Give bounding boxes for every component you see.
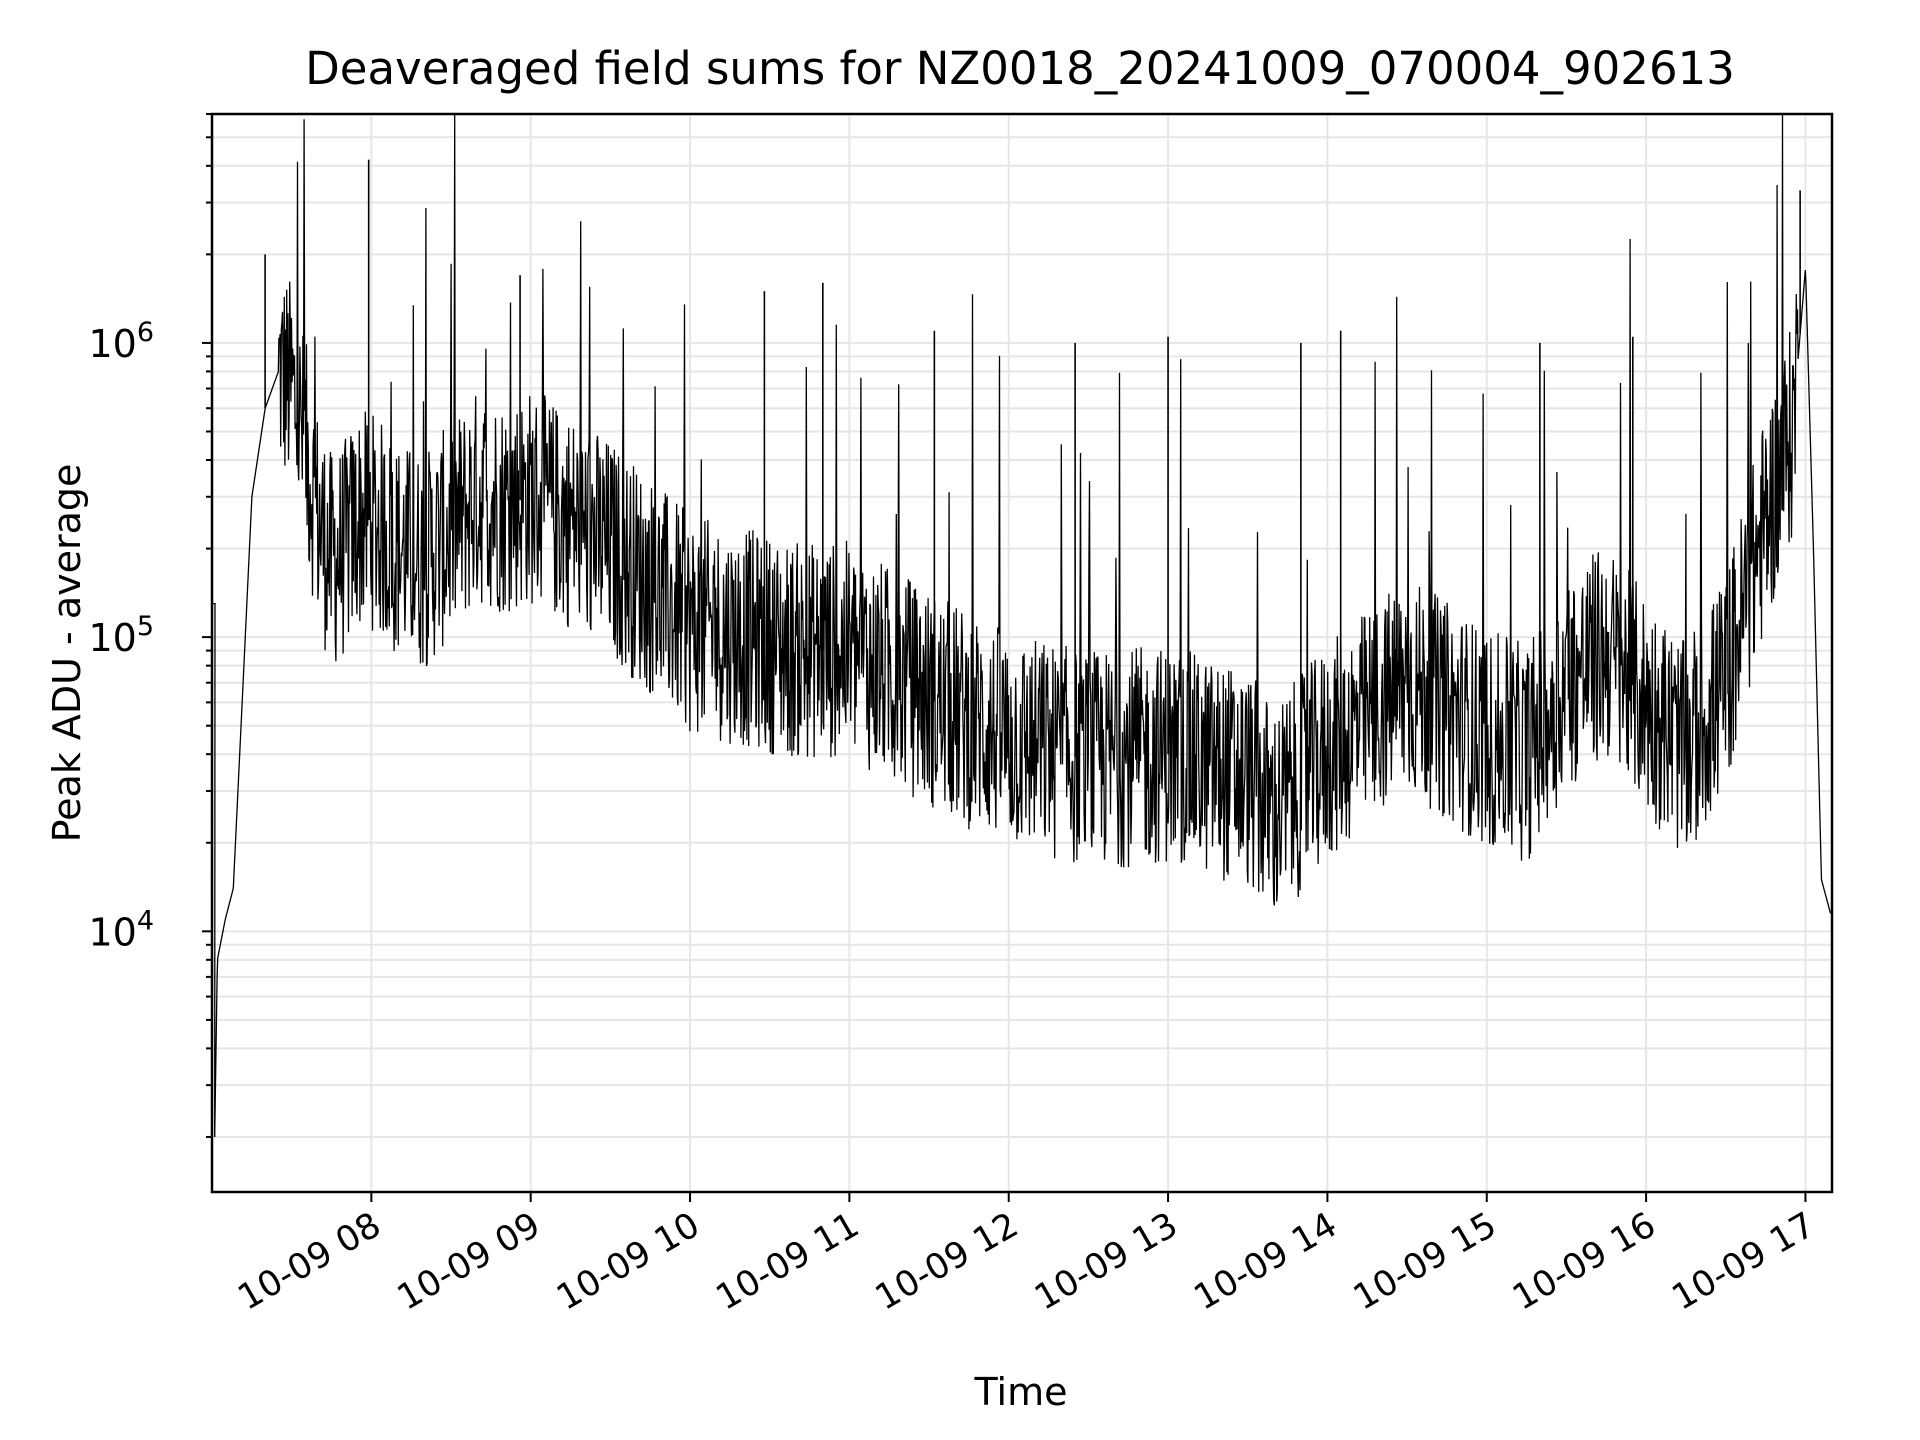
- x-tick-label: 10-09 08: [232, 1205, 388, 1318]
- chart-title: Deaveraged field sums for NZ0018_2024100…: [305, 42, 1735, 95]
- y-tick-label: 104: [88, 905, 154, 954]
- x-tick-label: 10-09 14: [1188, 1205, 1344, 1318]
- y-tick-label: 106: [88, 317, 154, 366]
- x-tick-label: 10-09 09: [391, 1205, 547, 1318]
- y-tick-label: 105: [88, 611, 154, 660]
- y-axis: 104 105 106: [88, 113, 212, 1138]
- x-tick-label: 10-09 13: [1028, 1205, 1184, 1318]
- x-tick-label: 10-09 12: [869, 1205, 1025, 1318]
- x-tick-label: 10-09 17: [1666, 1205, 1822, 1318]
- x-tick-label: 10-09 10: [550, 1205, 706, 1318]
- x-axis: 10-09 08 10-09 09 10-09 10 10-09 11 10-09 12…: [232, 1192, 1822, 1318]
- y-axis-label: Peak ADU - average: [45, 464, 89, 843]
- x-tick-label: 10-09 15: [1347, 1205, 1503, 1318]
- series-line: [212, 113, 1832, 1138]
- x-tick-label: 10-09 11: [710, 1205, 866, 1318]
- x-tick-label: 10-09 16: [1506, 1205, 1662, 1318]
- plot-frame: [210, 112, 1834, 1194]
- series-line-path: [212, 113, 1832, 1138]
- x-axis-label: Time: [974, 1370, 1068, 1414]
